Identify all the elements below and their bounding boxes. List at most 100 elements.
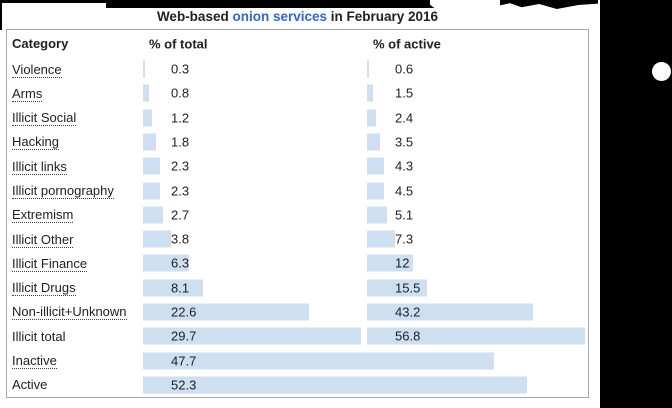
total-bar	[143, 60, 146, 78]
table-row: Illicit total 29.7 56.8	[7, 324, 588, 348]
total-cell: 47.7	[143, 348, 494, 372]
total-value: 6.3	[171, 255, 190, 271]
total-cell: 8.1	[143, 276, 367, 300]
table-row: Inactive 47.7	[7, 348, 588, 372]
active-cell: 56.8	[367, 324, 588, 348]
category-label[interactable]: Illicit Other	[12, 231, 74, 248]
total-cell: 1.8	[143, 130, 367, 154]
active-cell: 12	[367, 251, 588, 275]
table-row: Arms 0.8 1.5	[7, 81, 588, 105]
total-bar	[143, 327, 362, 345]
active-bar	[367, 206, 387, 224]
active-value: 5.1	[395, 207, 414, 223]
category-label[interactable]: Illicit pornography	[12, 183, 114, 200]
category-cell: Illicit Other	[7, 231, 143, 248]
category-cell: Illicit Drugs	[7, 280, 143, 297]
table-row: Illicit Finance 6.3 12	[7, 251, 588, 275]
category-label: Illicit total	[12, 328, 66, 344]
total-bar	[143, 254, 190, 272]
active-cell	[367, 373, 588, 397]
table-body: Violence 0.3 0.6 Arms 0.8 1.5 Illicit Social 1.…	[7, 57, 588, 397]
category-label[interactable]: Hacking	[12, 134, 59, 151]
active-value: 0.6	[395, 61, 414, 77]
total-bar	[143, 109, 152, 127]
category-label[interactable]: Arms	[12, 85, 43, 102]
active-value: 15.5	[395, 280, 421, 296]
total-cell: 52.3	[143, 373, 528, 397]
active-value: 3.5	[395, 134, 414, 150]
category-cell: Illicit links	[7, 158, 143, 175]
total-bar	[143, 279, 203, 297]
table-row: Illicit Drugs 8.1 15.5	[7, 276, 588, 300]
category-cell: Non-illicit+Unknown	[7, 304, 143, 321]
total-value: 2.3	[171, 183, 190, 199]
category-label[interactable]: Illicit Social	[12, 110, 77, 127]
active-cell: 4.5	[367, 178, 588, 202]
category-cell: Illicit total	[7, 329, 143, 344]
category-label[interactable]: Illicit Finance	[12, 255, 88, 272]
active-cell: 4.3	[367, 154, 588, 178]
total-cell: 3.8	[143, 227, 367, 251]
category-cell: Illicit Finance	[7, 255, 143, 272]
active-bar	[367, 279, 427, 297]
total-bar	[143, 206, 163, 224]
active-value: 43.2	[395, 304, 421, 320]
screen-edge-top-thick	[106, 0, 436, 8]
category-label[interactable]: Illicit links	[12, 158, 67, 175]
active-bar	[367, 60, 370, 78]
total-value: 29.7	[171, 328, 197, 344]
total-bar	[143, 352, 494, 370]
total-bar	[143, 182, 160, 200]
active-bar	[367, 133, 381, 151]
table-row: Illicit pornography 2.3 4.5	[7, 178, 588, 202]
active-value: 4.3	[395, 158, 414, 174]
active-bar	[367, 84, 373, 102]
active-value: 56.8	[395, 328, 421, 344]
active-bar	[367, 182, 385, 200]
active-value: 1.5	[395, 85, 414, 101]
table-row: Extremism 2.7 5.1	[7, 203, 588, 227]
onion-services-link[interactable]: onion services	[232, 9, 327, 24]
active-cell: 1.5	[367, 81, 588, 105]
total-cell: 29.7	[143, 324, 367, 348]
category-label[interactable]: Extremism	[12, 207, 74, 224]
active-cell: 0.6	[367, 57, 588, 81]
active-cell: 15.5	[367, 276, 588, 300]
screen-edge-top-right	[500, 0, 598, 9]
total-bar	[143, 84, 149, 102]
active-cell: 5.1	[367, 203, 588, 227]
category-cell: Illicit pornography	[7, 183, 143, 200]
total-cell: 0.3	[143, 57, 367, 81]
table-row: Hacking 1.8 3.5	[7, 130, 588, 154]
category-label[interactable]: Illicit Drugs	[12, 280, 76, 297]
total-cell: 22.6	[143, 300, 367, 324]
table-row: Active 52.3	[7, 373, 588, 397]
total-bar	[143, 133, 157, 151]
table-row: Illicit Social 1.2 2.4	[7, 106, 588, 130]
active-cell	[367, 348, 588, 372]
table-header-row: Category % of total % of active	[7, 30, 588, 57]
total-cell: 2.3	[143, 154, 367, 178]
table-row: Non-illicit+Unknown 22.6 43.2	[7, 300, 588, 324]
white-dot-artifact	[652, 62, 671, 81]
category-label[interactable]: Violence	[12, 61, 62, 78]
active-bar	[367, 157, 384, 175]
active-value: 4.5	[395, 183, 414, 199]
total-value: 52.3	[171, 377, 197, 393]
active-value: 12	[395, 255, 410, 271]
category-label[interactable]: Inactive	[12, 353, 57, 370]
total-value: 0.8	[171, 85, 190, 101]
header-percent-of-total: % of total	[149, 36, 208, 51]
total-cell: 2.7	[143, 203, 367, 227]
total-value: 1.8	[171, 134, 190, 150]
total-bar	[143, 376, 528, 394]
total-cell: 2.3	[143, 178, 367, 202]
active-bar	[367, 327, 586, 345]
category-cell: Active	[7, 377, 143, 392]
active-cell: 2.4	[367, 106, 588, 130]
total-value: 3.8	[171, 231, 190, 247]
category-label[interactable]: Non-illicit+Unknown	[12, 304, 127, 321]
total-value: 2.7	[171, 207, 190, 223]
onion-services-table: Category % of total % of active Violence…	[6, 29, 589, 398]
total-value: 1.2	[171, 110, 190, 126]
